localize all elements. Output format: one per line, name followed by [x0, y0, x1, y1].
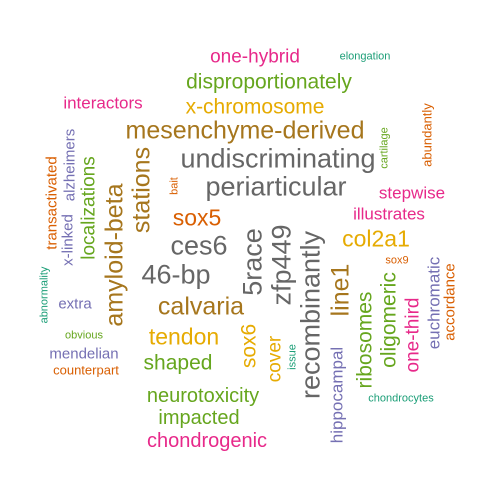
word-illustrates: illustrates: [353, 204, 425, 224]
word-bait: bait: [168, 177, 181, 195]
word-x-chromosome: x-chromosome: [185, 95, 325, 119]
word-impacted: impacted: [158, 407, 240, 429]
word-oligomeric: oligomeric: [377, 272, 401, 368]
word-issue: issue: [286, 344, 299, 370]
word-shaped: shaped: [143, 351, 213, 375]
word-interactors: interactors: [63, 93, 143, 113]
word-elongation: elongation: [339, 50, 391, 63]
word-transactivated: transactivated: [43, 156, 61, 250]
word-chondrocytes: chondrocytes: [368, 392, 434, 405]
word-stations: stations: [127, 146, 156, 234]
word-hippocampal: hippocampal: [327, 346, 347, 444]
word-amyloid-beta: amyloid-beta: [100, 183, 129, 327]
word-accordance: accordance: [441, 263, 459, 341]
word-46-bp: 46-bp: [141, 259, 211, 290]
word-obvious: obvious: [65, 329, 103, 342]
word-recombinantly: recombinantly: [295, 230, 326, 400]
word-sox6: sox6: [237, 323, 261, 369]
word-alzheimers: alzheimers: [61, 128, 79, 202]
word-x-linked: x-linked: [59, 214, 77, 266]
word-calvaria: calvaria: [157, 292, 245, 321]
word-col2a1: col2a1: [342, 225, 410, 252]
word-one-hybrid: one-hybrid: [210, 46, 300, 68]
word-mendelian: mendelian: [49, 345, 119, 363]
word-sox9: sox9: [385, 254, 409, 267]
word-localizations: localizations: [78, 156, 100, 260]
word-neurotoxicity: neurotoxicity: [146, 385, 260, 407]
word-ribosomes: ribosomes: [353, 291, 377, 389]
word-disproportionately: disproportionately: [186, 70, 352, 94]
word-cover: cover: [264, 335, 286, 383]
word-zfp449: zfp449: [266, 224, 297, 306]
word-abundantly: abundantly: [419, 103, 435, 167]
word-euchromatic: euchromatic: [424, 256, 444, 350]
word-ces6: ces6: [170, 230, 228, 261]
word-line1: line1: [326, 263, 355, 317]
word-sox5: sox5: [172, 204, 222, 231]
word-5race: 5race: [237, 228, 268, 296]
word-mesenchyme-derived: mesenchyme-derived: [125, 116, 365, 145]
word-one-third: one-third: [402, 297, 424, 373]
word-periarticular: periarticular: [205, 171, 347, 202]
word-abnormality: abnormality: [38, 266, 51, 324]
word-undiscriminating: undiscriminating: [180, 143, 376, 174]
word-chondrogenic: chondrogenic: [146, 430, 268, 452]
word-extra: extra: [58, 295, 92, 313]
word-counterpart: counterpart: [53, 362, 119, 378]
word-cartilage: cartilage: [378, 127, 391, 169]
word-tendon: tendon: [148, 323, 220, 350]
word-stepwise: stepwise: [378, 183, 446, 203]
